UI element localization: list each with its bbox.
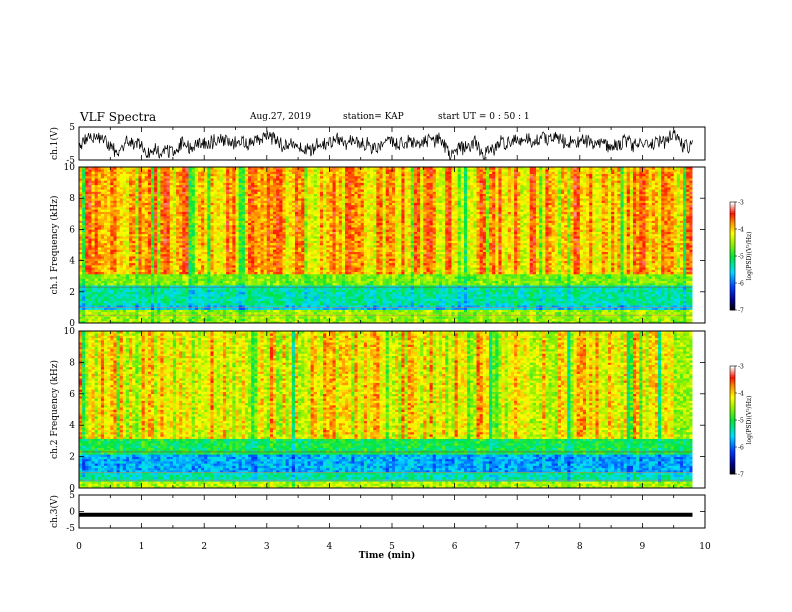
ch1-spectrogram-tick-label: 8 (69, 194, 75, 204)
observation-date: Aug.27, 2019 (250, 112, 311, 122)
ch2-spectrogram-image (79, 331, 705, 489)
ch1-spectrogram-tick-label: 2 (69, 288, 75, 298)
time-tick-label: 7 (514, 542, 520, 552)
ch2-spectrogram-tick-label: 6 (69, 390, 75, 400)
ch3-waveform-tick-label: -5 (66, 524, 75, 534)
ch1-colorbar-tick-label: -4 (738, 227, 744, 234)
ch2-colorbar: -3 -4 -5 -6 -7 log(PSD)(V²/Hz) (729, 364, 753, 479)
ch3-waveform-tick-label: 5 (69, 491, 75, 501)
ch1-spectrogram-tick-label: 4 (69, 257, 75, 267)
time-tick-label: 2 (201, 542, 207, 552)
ch3-waveform-ylabel: ch.3(V) (49, 495, 60, 528)
ch1-waveform-tick-label: -5 (66, 156, 75, 166)
ch3-waveform-tick-label: 0 (69, 508, 75, 518)
ch2-colorbar-tick-label: -5 (738, 418, 744, 425)
ch1-colorbar-tick-label: -5 (738, 254, 744, 261)
ch2-colorbar-tick-label: -3 (738, 364, 744, 371)
ch1-spectrogram-tick-label: 10 (64, 163, 76, 173)
ch1-colorbar-tick-label: -6 (738, 281, 744, 288)
time-tick-label: 6 (452, 542, 458, 552)
ch1-colorbar: -3 -4 -5 -6 -7 log(PSD)(V²/Hz) (729, 200, 753, 315)
ch2-spectrogram-tick-label: 2 (69, 453, 75, 463)
time-tick-label: 0 (76, 542, 82, 552)
time-tick-label: 3 (264, 542, 270, 552)
time-axis-label: Time (min) (359, 550, 416, 561)
ch1-spectrogram-tick-label: 6 (69, 225, 75, 235)
ch1-spectrogram-tick-label: 0 (69, 319, 75, 329)
ch1-colorbar-tick-label: -7 (738, 308, 744, 315)
ch1-colorbar-label: log(PSD)(V²/Hz) (746, 232, 753, 281)
time-tick-label: 9 (640, 542, 646, 552)
ch2-colorbar-tick-label: -6 (738, 445, 744, 452)
start-time-label: start UT = 0 : 50 : 1 (438, 112, 530, 122)
ch2-spectrogram-tick-label: 10 (64, 327, 76, 337)
ch1-colorbar-tick-label: -3 (738, 200, 744, 207)
station-label: station= KAP (343, 112, 404, 122)
ch2-colorbar-tick-label: -4 (738, 391, 744, 398)
ch1-spectrogram-ylabel: ch.1 Frequency (kHz) (49, 196, 60, 295)
ch1-spectrogram-image (79, 167, 705, 324)
ch2-spectrogram-tick-label: 0 (69, 484, 75, 494)
figure-title: VLF Spectra (80, 110, 156, 124)
time-tick-label: 5 (389, 542, 395, 552)
ch2-spectrogram-tick-label: 4 (69, 421, 75, 431)
ch2-spectrogram-tick-label: 8 (69, 358, 75, 368)
time-tick-label: 8 (577, 542, 583, 552)
ch2-colorbar-tick-label: -7 (738, 472, 744, 479)
ch1-waveform-trace (78, 129, 693, 160)
ch2-colorbar-label: log(PSD)(V²/Hz) (746, 396, 753, 445)
time-tick-label: 4 (327, 542, 333, 552)
ch1-waveform-ylabel: ch.1(V) (49, 127, 60, 160)
ch2-spectrogram-ylabel: ch.2 Frequency (kHz) (49, 360, 60, 459)
time-tick-label: 1 (139, 542, 145, 552)
time-tick-label: 10 (699, 542, 711, 552)
ch1-waveform-tick-label: 5 (69, 123, 75, 133)
